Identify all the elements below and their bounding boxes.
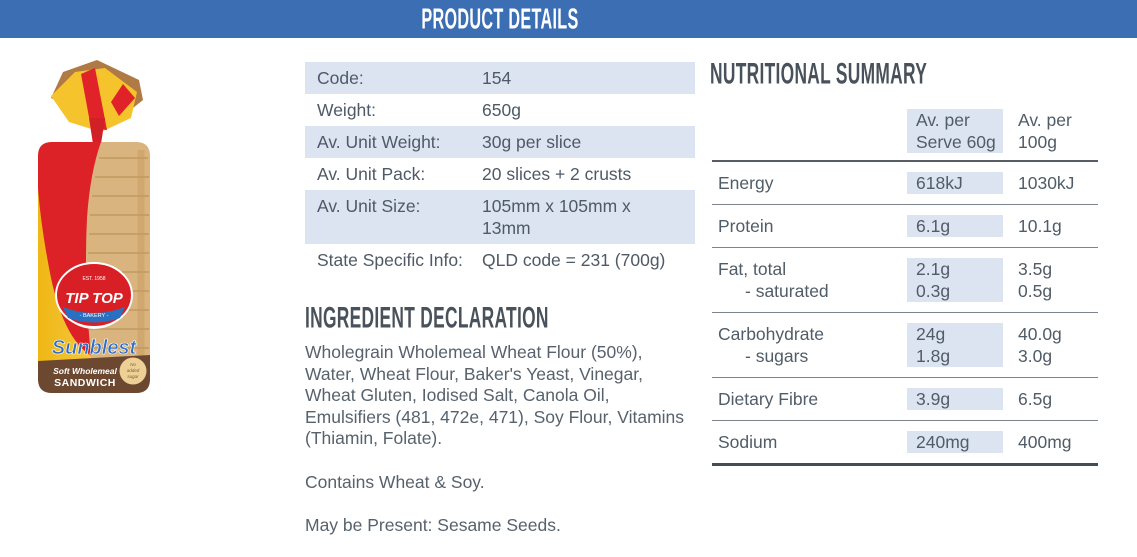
- spec-row-unit-size: Av. Unit Size: 105mm x 105mm x 13mm: [305, 190, 695, 244]
- nutrition-header-row: Av. per Serve 60g Av. per 100g: [712, 98, 1098, 160]
- bread-package-illustration: EST. 1958 TIP TOP - BAKERY - Sunblest So…: [38, 60, 150, 393]
- allergen-may-be-present-text: May be Present: Sesame Seeds.: [305, 515, 561, 535]
- bag-twist-icon: [51, 60, 143, 144]
- nutrient-label: Fat, total - saturated: [712, 258, 907, 302]
- nutrient-per-100g: 400mg: [1018, 432, 1072, 452]
- spec-value: 105mm x 105mm x 13mm: [482, 196, 631, 238]
- nutrient-per-serve: 3.9g: [907, 388, 1003, 410]
- nutrition-table: Av. per Serve 60g Av. per 100g Energy 61…: [712, 98, 1098, 466]
- spec-label: State Specific Info:: [317, 250, 463, 270]
- svg-text:added: added: [127, 368, 140, 373]
- tiptop-logo: EST. 1958 TIP TOP - BAKERY -: [55, 262, 133, 329]
- spec-row-unit-weight: Av. Unit Weight: 30g per slice: [305, 126, 695, 158]
- product-specs-table: Code: 154 Weight: 650g Av. Unit Weight: …: [305, 62, 695, 276]
- nutrient-label: Energy: [718, 173, 774, 193]
- spec-row-weight: Weight: 650g: [305, 94, 695, 126]
- variety-line2: SANDWICH: [54, 377, 116, 389]
- variety-line1: Soft Wholemeal: [53, 366, 117, 376]
- nutrient-label: Sodium: [718, 432, 778, 452]
- page-title: PRODUCT DETAILS: [421, 2, 579, 35]
- nutrient-per-100g: 6.5g: [1018, 389, 1053, 409]
- nutrition-row-dietary-fibre: Dietary Fibre 3.9g 6.5g: [712, 377, 1098, 420]
- nutrient-per-serve: 2.1g 0.3g: [907, 258, 1003, 302]
- ingredient-declaration-text: Wholegrain Wholemeal Wheat Flour (50%), …: [305, 342, 685, 448]
- nutrient-per-100g: 40.0g 3.0g: [1018, 324, 1062, 366]
- ingredient-declaration-heading: INGREDIENT DECLARATION: [305, 301, 549, 334]
- spec-row-unit-pack: Av. Unit Pack: 20 slices + 2 crusts: [305, 158, 695, 190]
- nutrient-per-100g: 10.1g: [1018, 216, 1062, 236]
- spec-value: 20 slices + 2 crusts: [482, 164, 632, 184]
- allergen-contains-text: Contains Wheat & Soy.: [305, 471, 485, 492]
- spec-value: 154: [482, 68, 512, 88]
- no-added-sugar-badge: [119, 357, 147, 385]
- spec-value: QLD code = 231 (700g): [482, 250, 666, 270]
- nutrient-per-serve: 6.1g: [907, 215, 1003, 237]
- nutrient-per-serve: 24g 1.8g: [907, 323, 1003, 367]
- nutrient-per-100g: 3.5g 0.5g: [1018, 259, 1053, 301]
- spec-label: Av. Unit Pack:: [317, 164, 426, 184]
- nutrition-row-protein: Protein 6.1g 10.1g: [712, 204, 1098, 247]
- nutrition-header-per-100g: Av. per 100g: [1018, 110, 1072, 152]
- sunblest-wordmark: Sunblest: [52, 337, 138, 359]
- spec-value: 30g per slice: [482, 132, 582, 152]
- nutrition-row-sodium: Sodium 240mg 400mg: [712, 420, 1098, 463]
- nutrient-label: Carbohydrate - sugars: [712, 323, 907, 367]
- nutrient-per-serve: 618kJ: [907, 172, 1003, 194]
- nutrition-row-carbohydrate: Carbohydrate - sugars 24g 1.8g 40.0g 3.0…: [712, 312, 1098, 377]
- ingredient-section: Wholegrain Wholemeal Wheat Flour (50%), …: [305, 342, 697, 537]
- svg-text:No: No: [130, 362, 136, 367]
- svg-text:sugar: sugar: [127, 374, 139, 379]
- nutrient-per-100g: 1030kJ: [1018, 173, 1075, 193]
- nutrition-header-per-serve: Av. per Serve 60g: [907, 109, 1003, 153]
- spec-label: Code:: [317, 68, 364, 88]
- spec-value: 650g: [482, 100, 521, 120]
- spec-label: Av. Unit Weight:: [317, 132, 441, 152]
- spec-label: Av. Unit Size:: [317, 196, 421, 216]
- spec-row-state-info: State Specific Info: QLD code = 231 (700…: [305, 244, 695, 276]
- nutrient-sublabel: - saturated: [745, 281, 829, 301]
- nutrition-row-energy: Energy 618kJ 1030kJ: [712, 160, 1098, 204]
- spec-label: Weight:: [317, 100, 377, 120]
- logo-est-text: EST. 1958: [82, 276, 105, 282]
- product-photo: EST. 1958 TIP TOP - BAKERY - Sunblest So…: [35, 58, 155, 398]
- logo-bakery-text: - BAKERY -: [80, 313, 109, 319]
- page-header-bar: PRODUCT DETAILS: [0, 0, 1137, 38]
- nutrition-row-fat: Fat, total - saturated 2.1g 0.3g 3.5g 0.…: [712, 247, 1098, 312]
- page-header-inner: PRODUCT DETAILS: [0, 0, 1000, 38]
- nutritional-summary-heading: NUTRITIONAL SUMMARY: [710, 57, 928, 90]
- nutrient-label: Protein: [718, 216, 774, 236]
- nutrient-per-serve: 240mg: [907, 431, 1003, 453]
- nutrient-sublabel: - sugars: [745, 346, 809, 366]
- spec-row-code: Code: 154: [305, 62, 695, 94]
- variety-band: Soft Wholemeal SANDWICH No added sugar: [38, 355, 150, 393]
- logo-brand-text: TIP TOP: [65, 290, 124, 307]
- nutrient-label: Dietary Fibre: [718, 389, 819, 409]
